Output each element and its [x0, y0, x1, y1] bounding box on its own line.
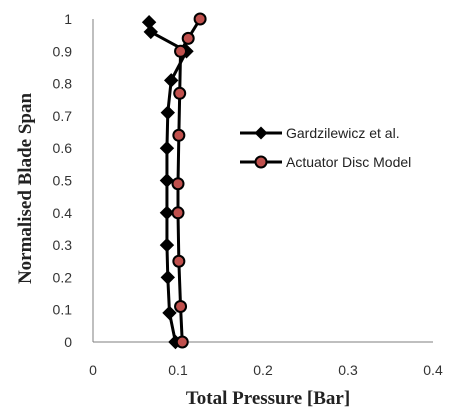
legend-entry-gardzilewicz: Gardzilewicz et al.	[240, 125, 400, 141]
data-point	[143, 24, 159, 40]
y-tick-label: 0	[64, 334, 72, 350]
data-point	[171, 206, 185, 220]
data-point	[159, 205, 175, 221]
data-point	[193, 12, 207, 26]
axes	[92, 19, 433, 343]
x-tick-label: 0.2	[253, 362, 273, 378]
y-tick-label: 1	[64, 11, 72, 27]
data-point	[160, 105, 176, 120]
data-point	[174, 299, 188, 313]
x-tick-label: 0.1	[168, 362, 188, 378]
y-tick-label: 0.6	[53, 140, 73, 156]
legend-entry-actuator-disc: Actuator Disc Model	[240, 154, 411, 170]
data-point	[171, 177, 185, 191]
x-tick-label: 0.4	[423, 362, 443, 378]
x-tick-label: 0.3	[338, 362, 358, 378]
data-point	[159, 173, 175, 188]
y-tick-label: 0.4	[53, 205, 73, 221]
series-line	[176, 18, 202, 343]
y-tick-label: 0.3	[53, 237, 73, 253]
y-tick-label: 0.2	[53, 269, 73, 285]
y-tick-label: 0.5	[53, 173, 73, 189]
data-point	[172, 128, 186, 142]
data-point	[181, 31, 195, 45]
data-point	[174, 44, 188, 58]
legend-label-actuator-disc: Actuator Disc Model	[286, 154, 411, 170]
data-point	[141, 15, 157, 30]
legend-label-gardzilewicz: Gardzilewicz et al.	[286, 125, 400, 141]
legend-marker-actuator-disc	[254, 155, 268, 169]
y-axis-title: Normalised Blade Span	[15, 93, 36, 285]
data-point	[159, 140, 175, 156]
series-0	[141, 15, 194, 350]
data-point	[162, 305, 177, 321]
y-tick-label: 0.8	[53, 76, 73, 92]
data-point	[163, 73, 179, 88]
y-tick-label: 0.9	[53, 43, 73, 59]
x-axis-title: Total Pressure [Bar]	[186, 388, 350, 409]
data-point	[173, 86, 187, 100]
legend-marker-gardzilewicz	[254, 126, 268, 140]
data-point	[172, 254, 186, 268]
x-tick-label: 0	[89, 362, 97, 378]
series-1	[171, 12, 207, 349]
legend: Gardzilewicz et al. Actuator Disc Model	[240, 125, 411, 170]
y-tick-label: 0.1	[53, 302, 73, 318]
series-layer	[141, 12, 207, 350]
data-point	[159, 237, 175, 253]
y-tick-label: 0.7	[53, 108, 73, 124]
data-point	[160, 270, 176, 285]
y-tick-labels: 0 0.1 0.2 0.3 0.4 0.5 0.6 0.7 0.8 0.9 1	[53, 11, 73, 350]
x-tick-labels: 0 0.1 0.2 0.3 0.4	[89, 362, 443, 378]
data-point	[175, 335, 189, 349]
